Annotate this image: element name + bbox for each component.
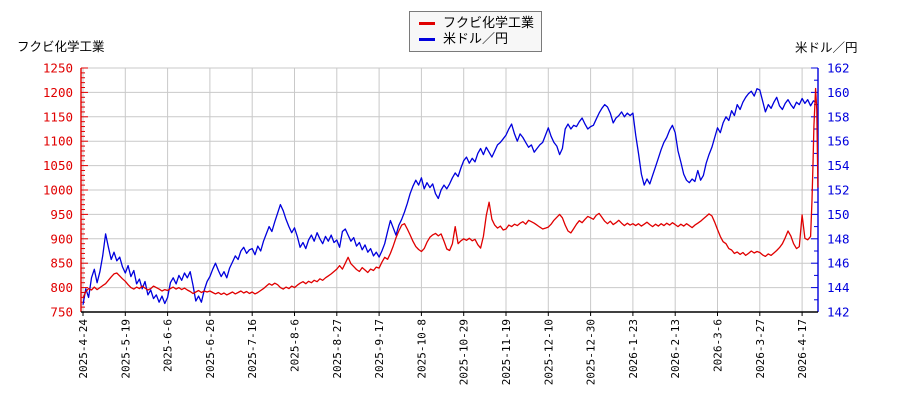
legend-item-fukuvi: フクビ化学工業 [410, 17, 541, 30]
right-series-title: 米ドル／円 [795, 40, 858, 55]
right-axis-tick-label: 152 [827, 183, 850, 198]
legend-label-usdjpy: 米ドル／円 [443, 32, 509, 47]
x-axis-tick-label: 2026-3-6 [712, 319, 725, 372]
right-axis-tick-label: 148 [827, 231, 850, 246]
legend-line-sample-blue [419, 38, 435, 41]
legend-line-sample-red [419, 22, 435, 25]
left-series-title: フクビ化学工業 [17, 39, 105, 54]
right-axis-tick-label: 144 [827, 280, 850, 295]
x-axis-tick-label: 2025-9-17 [373, 319, 386, 379]
x-axis-tick-label: 2025-4-24 [77, 319, 90, 379]
left-axis-tick-label: 900 [50, 231, 73, 246]
left-axis-tick-label: 750 [50, 305, 73, 320]
right-axis-tick-label: 142 [827, 305, 850, 320]
left-axis-tick-label: 1050 [43, 158, 73, 173]
x-axis-tick-label: 2025-10-8 [415, 319, 428, 379]
legend: フクビ化学工業 米ドル／円 [409, 11, 542, 52]
left-axis-tick-label: 950 [50, 207, 73, 222]
left-axis-tick-label: 850 [50, 256, 73, 271]
x-axis-tick-label: 2026-3-27 [754, 319, 767, 379]
right-axis-tick-label: 160 [827, 85, 850, 100]
usdjpy-rate-line [82, 88, 817, 305]
right-axis-tick-label: 158 [827, 109, 850, 124]
x-axis-tick-label: 2025-8-6 [289, 319, 302, 372]
fukuvi-price-line [82, 87, 819, 299]
left-axis-tick-label: 1000 [43, 183, 73, 198]
left-axis-tick-label: 1150 [43, 109, 73, 124]
legend-item-usdjpy: 米ドル／円 [410, 33, 541, 46]
x-axis-tick-label: 2025-6-26 [204, 319, 217, 379]
left-axis-tick-label: 1250 [43, 61, 73, 76]
right-axis-tick-label: 154 [827, 158, 850, 173]
x-axis-tick-label: 2025-11-19 [500, 319, 513, 385]
x-axis-tick-label: 2025-12-10 [542, 319, 555, 385]
x-axis-tick-label: 2025-12-30 [585, 319, 598, 385]
x-axis-tick-label: 2025-7-16 [246, 319, 259, 379]
x-axis-tick-label: 2026-2-13 [669, 319, 682, 379]
x-axis-tick-label: 2026-4-17 [796, 319, 809, 379]
x-axis-tick-label: 2026-1-23 [627, 319, 640, 379]
legend-label-fukuvi: フクビ化学工業 [443, 16, 535, 31]
left-axis-tick-label: 1100 [43, 134, 73, 149]
right-axis-tick-label: 146 [827, 256, 850, 271]
x-axis-tick-label: 2025-8-27 [331, 319, 344, 379]
left-axis-tick-label: 800 [50, 280, 73, 295]
x-axis-tick-label: 2025-6-6 [162, 319, 175, 372]
right-axis-tick-label: 156 [827, 134, 850, 149]
x-axis-tick-label: 2025-5-19 [119, 319, 132, 379]
x-axis-tick-label: 2025-10-29 [458, 319, 471, 385]
right-axis-tick-label: 150 [827, 207, 850, 222]
left-axis-tick-label: 1200 [43, 85, 73, 100]
right-axis-tick-label: 162 [827, 61, 850, 76]
